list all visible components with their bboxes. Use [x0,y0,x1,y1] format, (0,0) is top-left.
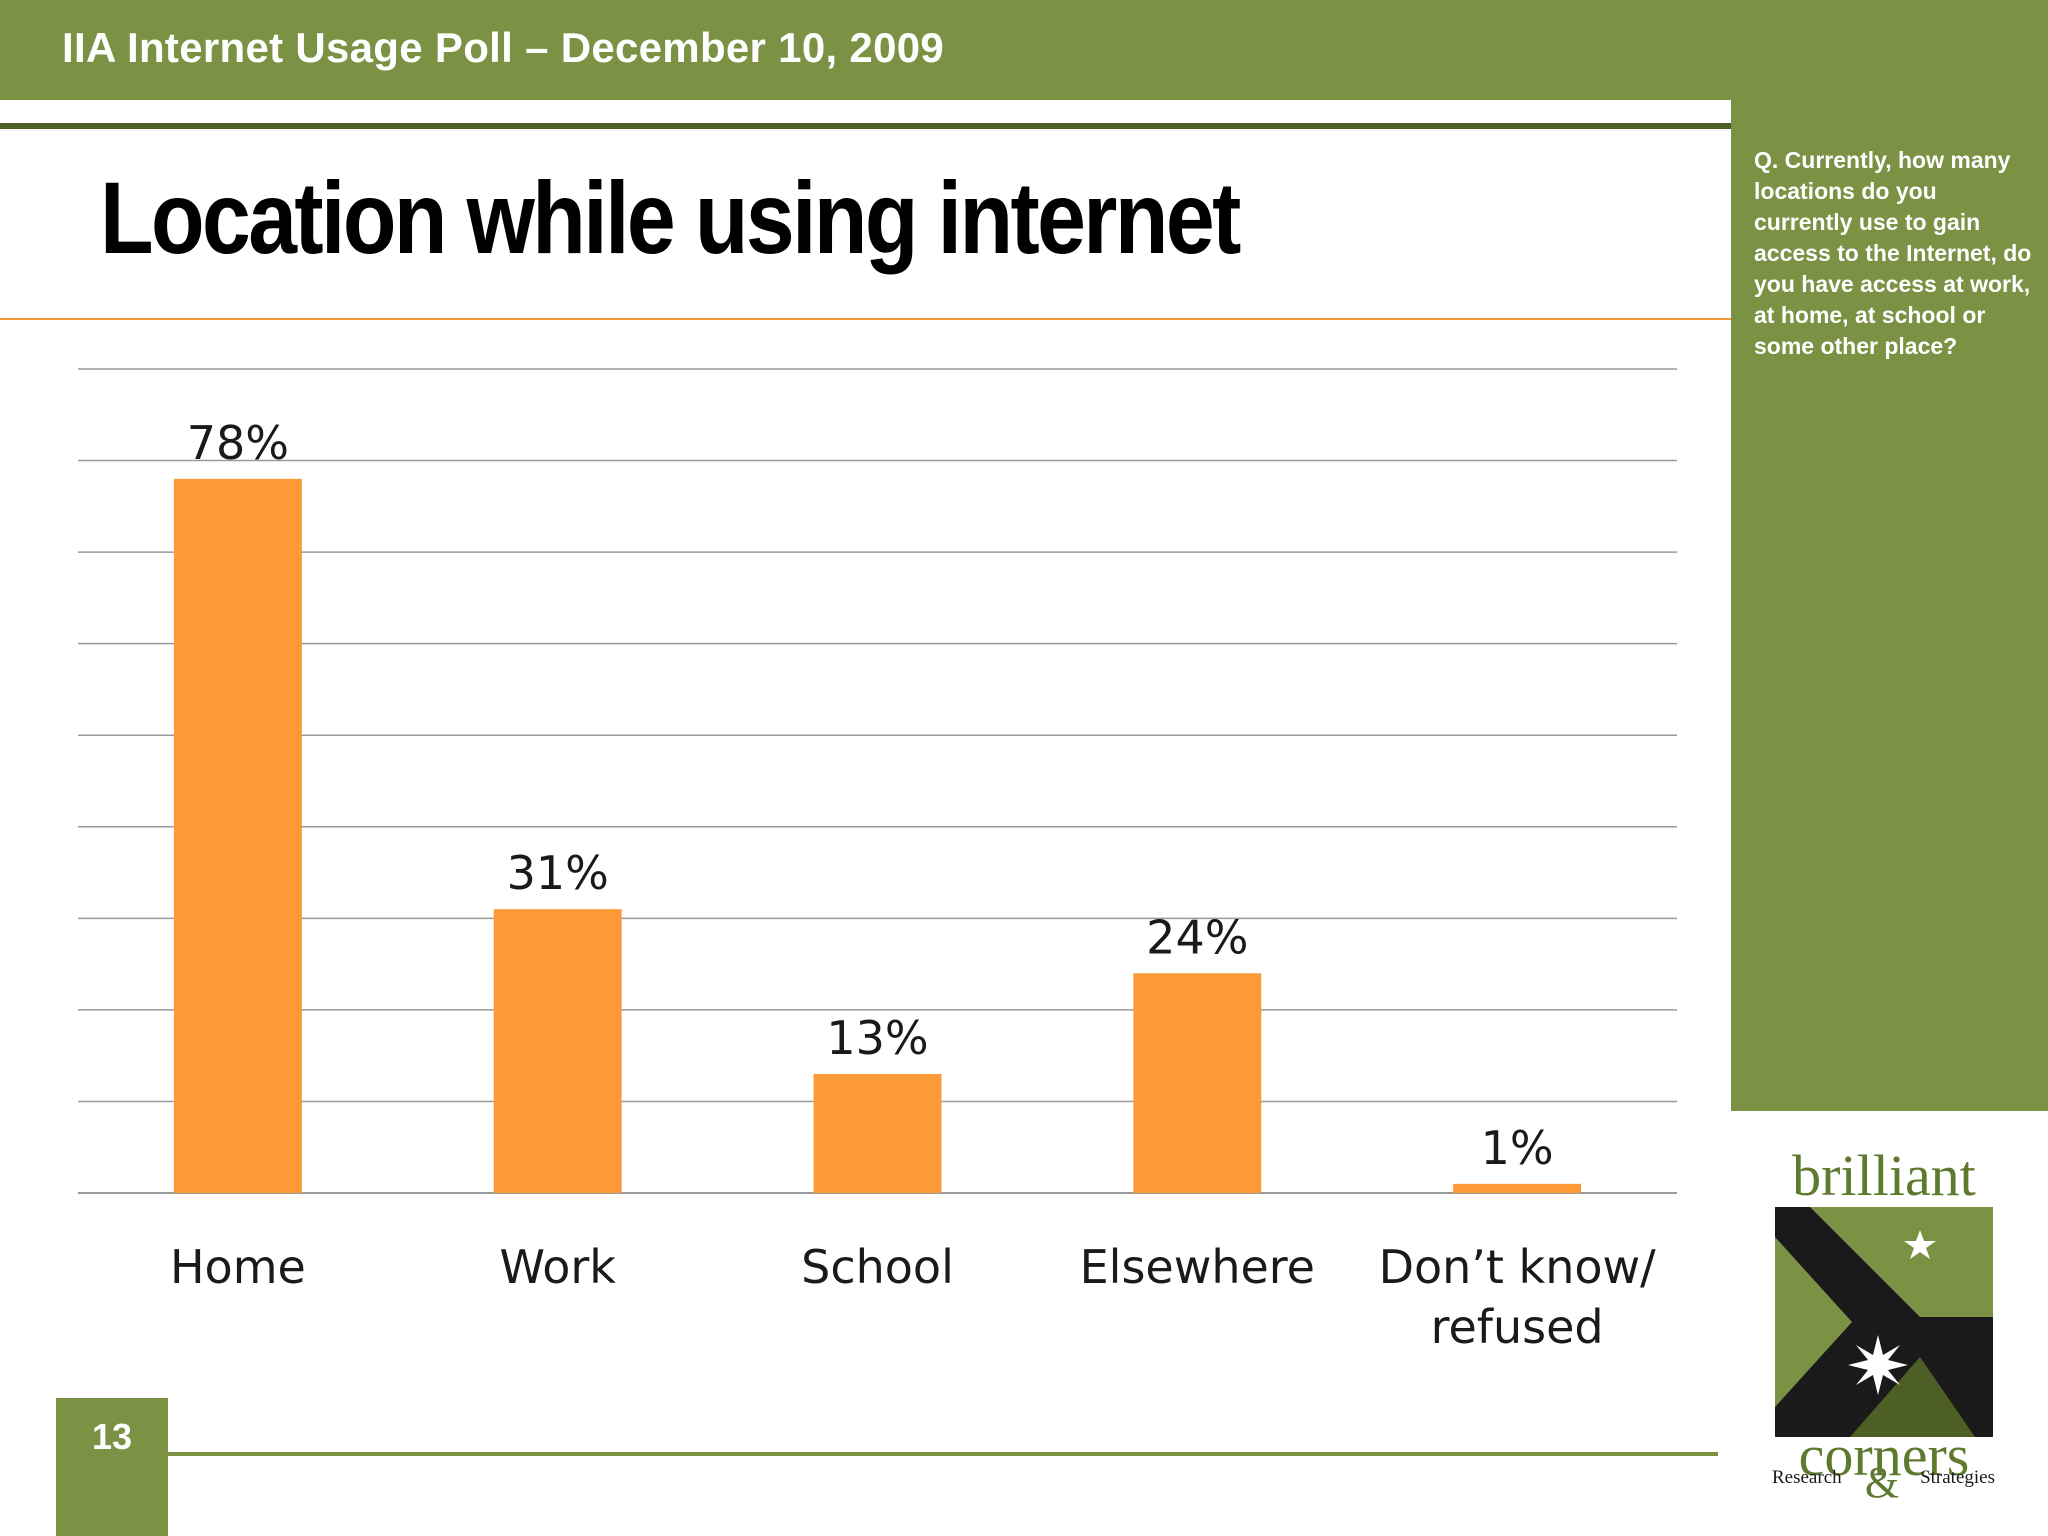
chart-bars [173,478,1582,1193]
category-label-0: Home [170,1240,306,1294]
slide-title: Location while using internet [100,161,1241,275]
logo-tagline-left: Research [1772,1467,1842,1488]
logo-word-bottom: corners [1799,1423,1970,1488]
question-panel [1731,100,2048,1111]
bar-4 [1453,1183,1582,1193]
logo-emblem-mountain [1850,1357,1975,1437]
bar-chart: 78% 31% 13% 24% 1% Home Work School Elsewhere Do… [78,368,1677,1354]
logo-emblem-top-panel [1810,1207,1993,1317]
chart-gridlines [78,368,1677,1194]
logo-tagline-right: Strategies [1920,1467,1995,1488]
header-bar: IIA Internet Usage Poll – December 10, 2… [0,0,2048,100]
logo-emblem-left-panel [1775,1237,1852,1407]
chart-category-labels: Home Work School Elsewhere Don’t know/refuse… [170,1240,1656,1354]
star-icon [1904,1230,1936,1259]
logo-ampersand: & [1865,1458,1899,1501]
header-divider [0,123,2048,129]
category-label-2: School [801,1240,954,1294]
footer-divider [168,1452,1718,1456]
category-label-3: Elsewhere [1080,1240,1315,1294]
data-label-1: 31% [507,846,609,900]
bar-3 [1133,973,1262,1193]
data-label-4: 1% [1481,1121,1554,1175]
survey-question: Q. Currently, how many locations do you … [1754,147,2032,359]
title-divider [0,318,1731,320]
page-number: 13 [91,1416,133,1457]
poll-title: IIA Internet Usage Poll – December 10, 2… [62,24,945,71]
data-label-3: 24% [1146,910,1248,964]
data-label-2: 13% [826,1011,928,1065]
logo-word-top: brilliant [1792,1145,1976,1208]
bar-0 [173,478,302,1193]
bar-2 [813,1073,942,1193]
data-label-0: 78% [187,416,289,470]
brilliant-corners-logo: brilliant corners Research & Strategies [1772,1145,1995,1501]
bar-1 [493,909,622,1193]
category-label-4-line-1: refused [1431,1300,1604,1354]
category-label-1: Work [499,1240,616,1294]
chart-data-labels: 78% 31% 13% 24% 1% [187,416,1554,1175]
category-label-4-line-0: Don’t know/ [1379,1240,1657,1294]
page-number-box: 13 [56,1398,168,1536]
starburst-icon [1848,1335,1908,1395]
